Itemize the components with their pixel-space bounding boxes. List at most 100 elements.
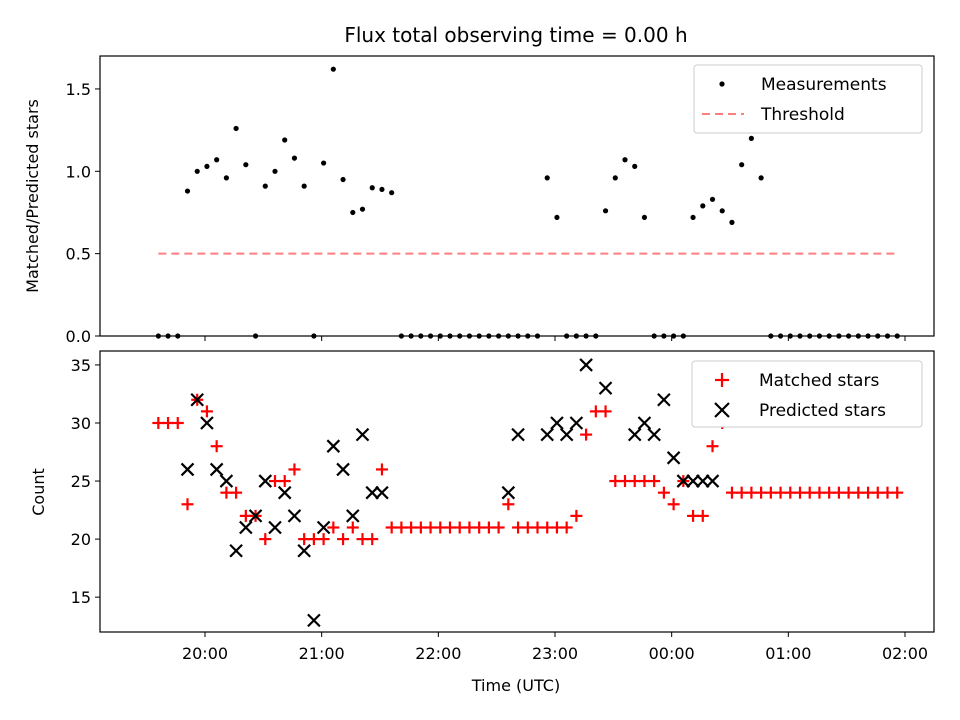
predicted-star-point — [355, 427, 370, 442]
measurement-point — [379, 186, 385, 193]
predicted-star-point — [287, 509, 302, 523]
predicted-star-point — [316, 520, 331, 535]
top-legend: Measurements Threshold — [693, 64, 923, 134]
top-ytick-label: 1.5 — [66, 80, 91, 99]
measurement-point — [291, 155, 298, 161]
measurement-point — [544, 175, 550, 181]
bottom-xtick-label: 21:00 — [299, 644, 345, 663]
bottom-ytick-label: 30 — [71, 414, 91, 433]
bottom-xtick-label: 01:00 — [765, 644, 811, 663]
measurement-point — [282, 137, 288, 143]
predicted-star-point — [277, 485, 292, 500]
predicted-star-point — [248, 509, 263, 523]
measurement-point — [700, 203, 706, 209]
matched-star-point — [210, 440, 223, 453]
measurement-point — [321, 160, 327, 166]
bottom-ylabel: Count — [29, 468, 48, 516]
matched-star-point — [200, 405, 213, 418]
predicted-star-point — [657, 392, 671, 407]
bottom-xtick-label: 22:00 — [415, 644, 461, 663]
chart-title: Flux total observing time = 0.00 h — [344, 23, 687, 47]
measurement-point — [622, 157, 628, 163]
top-panel: Matched/Predicted stars 0.0 0.5 1.0 1.5 Mea… — [23, 55, 935, 346]
predicted-star-point — [647, 427, 661, 442]
measurement-point — [758, 175, 764, 181]
predicted-star-point — [375, 485, 389, 500]
matched-star-point — [580, 428, 593, 441]
predicted-star-point — [579, 358, 593, 372]
bottom-xtick-label: 00:00 — [649, 644, 695, 663]
predicted-star-point — [540, 427, 555, 442]
matched-star-point — [375, 463, 388, 476]
matched-star-point — [346, 521, 359, 534]
predicted-star-point — [229, 543, 243, 558]
predicted-star-point — [307, 613, 321, 628]
measurement-point — [330, 66, 336, 72]
legend-predicted: Predicted stars — [759, 401, 886, 421]
measurement-point — [641, 214, 648, 221]
predicted-star-point — [676, 474, 691, 488]
matched-star-point — [502, 498, 515, 511]
legend-threshold: Threshold — [760, 105, 845, 125]
matched-star-point — [706, 440, 719, 453]
matched-star-point — [492, 521, 505, 534]
predicted-star-point — [345, 509, 360, 523]
measurement-point — [739, 162, 745, 168]
predicted-star-point — [501, 485, 516, 500]
measurement-point — [602, 208, 609, 214]
top-ylabel: Matched/Predicted stars — [23, 99, 42, 293]
predicted-star-point — [511, 427, 525, 442]
measurement-point — [748, 135, 754, 141]
bottom-ytick-label: 25 — [71, 472, 91, 491]
measurement-point — [233, 125, 239, 132]
matched-star-point — [230, 486, 243, 499]
predicted-star-point — [705, 474, 720, 488]
measurement-point — [214, 157, 220, 163]
matched-star-point — [259, 533, 272, 546]
predicted-star-point — [666, 451, 681, 465]
measurement-point — [340, 176, 346, 183]
bottom-legend: Matched stars Predicted stars — [691, 360, 923, 428]
predicted-star-point — [569, 416, 584, 430]
bottom-xlabel: Time (UTC) — [471, 676, 560, 695]
measurement-point — [389, 190, 395, 196]
predicted-star-point — [559, 427, 574, 442]
top-plot-frame — [99, 55, 935, 337]
measurement-point — [184, 188, 191, 194]
measurement-point — [194, 168, 200, 174]
predicted-star-point — [258, 474, 273, 488]
measurement-point — [612, 175, 618, 181]
predicted-star-point — [336, 462, 350, 477]
matched-star-point — [599, 405, 612, 418]
predicted-star-point — [297, 543, 311, 558]
predicted-star-point — [598, 381, 613, 395]
legend-matched-marker — [715, 373, 729, 387]
predicted-star-point — [326, 439, 341, 453]
predicted-star-point — [627, 427, 642, 442]
bottom-ytick-label: 20 — [71, 530, 91, 549]
measurement-point — [204, 163, 210, 169]
matched-star-point — [327, 521, 340, 534]
measurement-point — [690, 214, 696, 221]
predicted-star-point — [686, 474, 700, 488]
measurement-point — [632, 163, 638, 169]
matched-star-point — [891, 486, 904, 499]
matched-star-point — [288, 463, 301, 476]
measurement-point — [554, 214, 560, 221]
bottom-xtick-label: 02:00 — [882, 644, 928, 663]
legend-measurements-marker — [719, 81, 725, 87]
top-ytick-label: 0.0 — [66, 327, 91, 346]
measurement-point — [223, 175, 229, 181]
top-ytick-label: 1.0 — [66, 162, 91, 181]
predicted-star-point — [209, 462, 224, 477]
predicted-star-point — [637, 416, 652, 430]
measurement-point — [369, 185, 375, 191]
matched-star-point — [696, 509, 709, 522]
matched-star-point — [560, 521, 573, 534]
measurement-point — [272, 168, 278, 174]
matched-star-point — [337, 533, 350, 546]
measurement-point — [709, 196, 716, 202]
top-ytick-label: 0.5 — [66, 245, 91, 264]
matched-star-point — [171, 416, 184, 429]
